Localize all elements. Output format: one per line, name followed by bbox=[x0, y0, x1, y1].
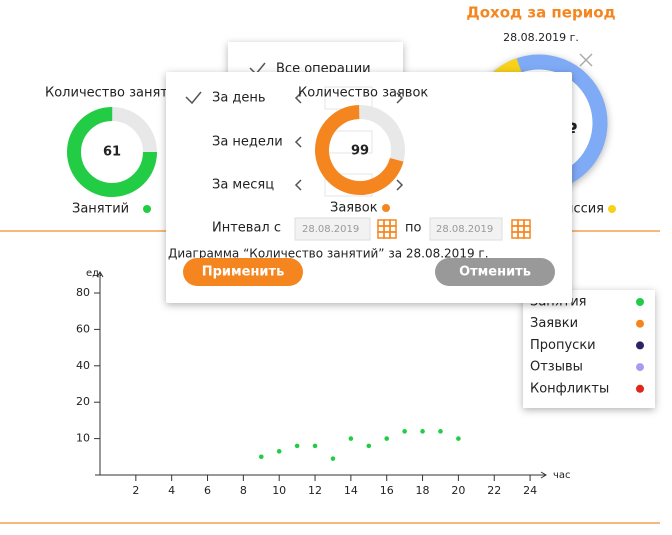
donut-legend: Заявок bbox=[330, 201, 378, 216]
data-point bbox=[276, 449, 282, 454]
legend-dot bbox=[636, 341, 644, 350]
data-point bbox=[402, 429, 407, 434]
calendar-icon[interactable] bbox=[377, 219, 397, 239]
date-value: 28.08.2019 bbox=[436, 224, 493, 235]
donut-title: Количество занятий bbox=[45, 86, 185, 101]
data-point bbox=[456, 436, 461, 441]
axis-arrow bbox=[96, 271, 104, 278]
button-label: Применить bbox=[202, 265, 285, 280]
prev-arrow[interactable] bbox=[294, 179, 302, 191]
data-point bbox=[312, 443, 318, 449]
data-point bbox=[420, 429, 425, 434]
date-value: 28.08.2019 bbox=[302, 224, 359, 235]
prev-arrow[interactable] bbox=[294, 92, 302, 104]
data-point bbox=[348, 436, 354, 441]
donut-value: 99 bbox=[351, 144, 369, 159]
y-tick-label: 80 bbox=[76, 286, 90, 299]
prev-arrow[interactable] bbox=[294, 136, 302, 148]
x-tick-label: 22 bbox=[487, 484, 501, 497]
donut-arc bbox=[315, 105, 405, 195]
legend-dot bbox=[636, 384, 644, 393]
header-title: Доход за период bbox=[466, 4, 615, 22]
interval-label: по bbox=[405, 221, 421, 236]
legend-label: Заявки bbox=[530, 316, 578, 331]
button-label: Отменить bbox=[459, 265, 531, 280]
donut-arc bbox=[67, 107, 157, 197]
legend-dot bbox=[382, 204, 390, 212]
x-tick-label: 4 bbox=[168, 484, 175, 497]
legend-dot bbox=[636, 319, 644, 328]
close-icon[interactable] bbox=[579, 53, 593, 67]
period-option[interactable]: За месяц bbox=[212, 178, 274, 193]
caption: Диаграмма “Количество занятий” за 28.08.… bbox=[168, 247, 489, 261]
y-tick-label: 40 bbox=[76, 359, 90, 372]
x-tick-label: 14 bbox=[344, 484, 358, 497]
date-input[interactable] bbox=[429, 217, 503, 241]
x-tick-label: 10 bbox=[272, 484, 286, 497]
calendar-cell bbox=[389, 231, 397, 239]
x-tick-label: 18 bbox=[416, 484, 430, 497]
next-arrow[interactable] bbox=[396, 92, 404, 104]
data-point bbox=[366, 443, 372, 449]
period-option[interactable]: За недели bbox=[212, 135, 283, 150]
legend-label: Отзывы bbox=[530, 360, 583, 375]
calendar-icon[interactable] bbox=[511, 219, 531, 239]
data-point bbox=[294, 443, 300, 449]
legend-dot bbox=[636, 298, 644, 306]
x-axis-label: час bbox=[553, 470, 571, 481]
cancel-button[interactable] bbox=[435, 258, 555, 286]
donut-title: Количество заявок bbox=[298, 86, 428, 101]
calendar-cell bbox=[523, 231, 531, 239]
scatter-chart: ед.час102040608024681012141618202224Заня… bbox=[76, 268, 655, 497]
legend-dot bbox=[636, 363, 644, 372]
legend-label: Конфликты bbox=[530, 381, 609, 396]
x-tick-label: 2 bbox=[132, 484, 139, 497]
data-point bbox=[330, 456, 336, 461]
y-tick-label: 10 bbox=[76, 432, 90, 445]
y-axis-label: ед. bbox=[86, 268, 102, 279]
date-input[interactable] bbox=[294, 217, 371, 241]
legend-dot bbox=[143, 205, 151, 213]
x-tick-label: 8 bbox=[240, 484, 247, 497]
x-tick-label: 12 bbox=[308, 484, 322, 497]
axis-arrow bbox=[540, 471, 547, 479]
header-date: 28.08.2019 г. bbox=[503, 31, 579, 44]
interval-label: Интевал с bbox=[212, 221, 281, 236]
period-option[interactable]: За день bbox=[212, 91, 266, 106]
x-tick-label: 16 bbox=[380, 484, 394, 497]
y-tick-label: 20 bbox=[76, 395, 90, 408]
data-point bbox=[384, 436, 390, 441]
apply-button[interactable] bbox=[183, 258, 303, 286]
legend-dot bbox=[608, 205, 616, 213]
x-tick-label: 24 bbox=[523, 484, 537, 497]
next-arrow[interactable] bbox=[396, 179, 404, 191]
legend-label: Пропуски bbox=[530, 338, 596, 353]
donut-value: 61 bbox=[103, 145, 121, 160]
legend-box bbox=[523, 290, 655, 408]
y-tick-label: 60 bbox=[76, 322, 90, 335]
data-point bbox=[258, 454, 264, 460]
x-tick-label: 20 bbox=[451, 484, 465, 497]
donut-legend: Занятий bbox=[72, 202, 129, 217]
data-point bbox=[438, 429, 443, 434]
x-tick-label: 6 bbox=[204, 484, 211, 497]
check-icon bbox=[185, 91, 202, 105]
